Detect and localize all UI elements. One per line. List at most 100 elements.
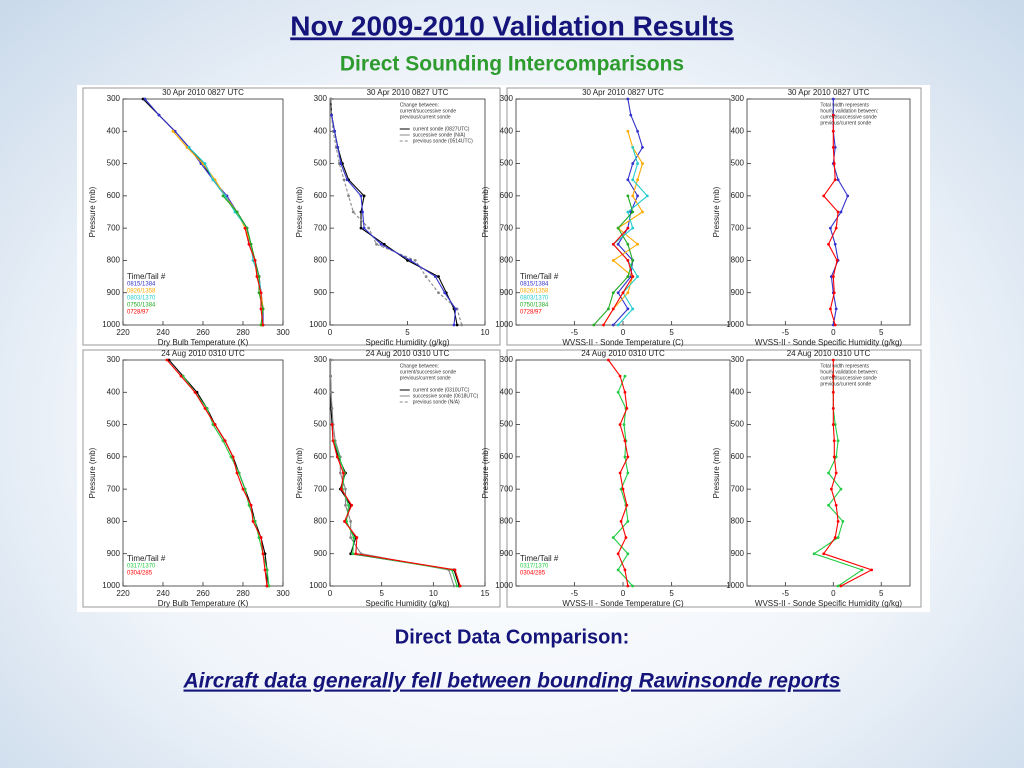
data-point bbox=[345, 178, 349, 182]
data-point bbox=[829, 307, 832, 311]
data-point bbox=[616, 552, 620, 556]
data-point bbox=[257, 275, 261, 278]
data-point bbox=[623, 455, 627, 459]
data-point bbox=[611, 259, 615, 262]
data-point bbox=[833, 423, 837, 426]
data-point bbox=[831, 146, 835, 149]
legend-note: previous/current sonde bbox=[820, 120, 871, 126]
legend-note: previous/current sonde bbox=[820, 381, 871, 387]
data-point bbox=[223, 439, 227, 443]
y-tick-label: 300 bbox=[731, 94, 745, 103]
data-point bbox=[641, 210, 644, 214]
data-point bbox=[205, 407, 209, 410]
y-tick-label: 900 bbox=[731, 288, 745, 297]
x-axis-label: WVSS-II - Sonde Temperature (C) bbox=[562, 599, 684, 608]
data-point bbox=[645, 194, 649, 198]
data-point bbox=[621, 291, 625, 295]
data-point bbox=[626, 97, 630, 101]
data-point bbox=[618, 423, 622, 426]
data-point bbox=[631, 307, 635, 311]
data-point bbox=[616, 323, 620, 327]
data-point bbox=[265, 584, 269, 588]
data-point bbox=[255, 275, 259, 278]
data-point bbox=[247, 503, 251, 507]
data-point bbox=[831, 374, 835, 378]
y-axis-label: Pressure (mb) bbox=[88, 447, 97, 498]
data-point bbox=[460, 323, 464, 327]
data-point bbox=[631, 584, 635, 588]
data-point bbox=[338, 471, 342, 475]
data-point bbox=[329, 97, 333, 101]
data-point bbox=[616, 568, 620, 572]
data-point bbox=[636, 129, 639, 133]
data-point bbox=[350, 503, 354, 507]
plot-area bbox=[746, 359, 911, 587]
data-point bbox=[836, 584, 840, 588]
data-point bbox=[330, 407, 334, 410]
data-point bbox=[626, 275, 630, 278]
y-axis-label: Pressure (mb) bbox=[481, 447, 490, 498]
data-point bbox=[243, 487, 247, 491]
y-tick-label: 300 bbox=[107, 94, 121, 103]
y-tick-label: 600 bbox=[500, 191, 514, 200]
data-point bbox=[241, 487, 245, 491]
data-point bbox=[607, 358, 610, 362]
legend-entry: 0815/1384 bbox=[127, 282, 156, 288]
data-point bbox=[251, 259, 255, 262]
y-tick-label: 400 bbox=[731, 126, 745, 135]
x-axis-label: WVSS-II - Sonde Temperature (C) bbox=[562, 338, 684, 347]
data-point bbox=[831, 275, 835, 278]
chart-title: 24 Aug 2010 0310 UTC bbox=[366, 349, 450, 358]
data-point bbox=[839, 210, 843, 214]
data-point bbox=[626, 242, 630, 246]
legend-entry: 0826/1358 bbox=[127, 289, 156, 295]
y-tick-label: 700 bbox=[314, 484, 328, 493]
data-point bbox=[221, 439, 225, 443]
legend-entry: 0728/97 bbox=[127, 310, 149, 316]
data-point bbox=[453, 568, 457, 572]
data-point bbox=[860, 568, 864, 572]
y-tick-label: 700 bbox=[500, 484, 514, 493]
data-point bbox=[619, 520, 623, 523]
data-point bbox=[636, 162, 639, 165]
data-point bbox=[618, 471, 622, 475]
x-tick-label: 0 bbox=[328, 589, 333, 598]
data-point bbox=[641, 146, 644, 149]
data-point bbox=[452, 584, 456, 588]
data-point bbox=[165, 358, 169, 362]
data-point bbox=[434, 275, 437, 278]
x-tick-label: 300 bbox=[276, 328, 290, 337]
legend-note: current/successive sonde bbox=[400, 108, 457, 114]
data-point bbox=[616, 291, 620, 295]
legend-note: Change between: bbox=[400, 102, 439, 108]
legend-entry: 0304/285 bbox=[520, 571, 546, 577]
data-point bbox=[832, 455, 836, 459]
data-point bbox=[245, 226, 249, 230]
data-point bbox=[382, 242, 386, 246]
x-axis-label: Dry Bulb Temperature (K) bbox=[158, 338, 249, 347]
y-tick-label: 900 bbox=[500, 288, 514, 297]
x-tick-label: 5 bbox=[405, 328, 410, 337]
y-tick-label: 900 bbox=[314, 288, 328, 297]
data-point bbox=[342, 471, 345, 475]
data-point bbox=[631, 194, 635, 198]
data-point bbox=[361, 210, 364, 214]
data-point bbox=[331, 439, 335, 443]
chart-title: 30 Apr 2010 0827 UTC bbox=[582, 88, 664, 97]
data-point bbox=[349, 552, 353, 556]
data-point bbox=[345, 520, 348, 523]
data-point bbox=[829, 226, 832, 230]
data-point bbox=[624, 536, 628, 539]
y-tick-label: 600 bbox=[107, 452, 121, 461]
y-tick-label: 700 bbox=[731, 484, 745, 493]
data-point bbox=[831, 390, 835, 394]
data-point bbox=[330, 423, 334, 426]
data-point bbox=[455, 323, 459, 327]
y-axis-label: Pressure (mb) bbox=[712, 186, 721, 237]
data-point bbox=[406, 259, 409, 262]
data-point bbox=[235, 210, 239, 214]
panel-frame bbox=[82, 349, 501, 608]
x-tick-label: 280 bbox=[236, 328, 250, 337]
data-point bbox=[626, 471, 630, 475]
data-point bbox=[836, 210, 840, 214]
